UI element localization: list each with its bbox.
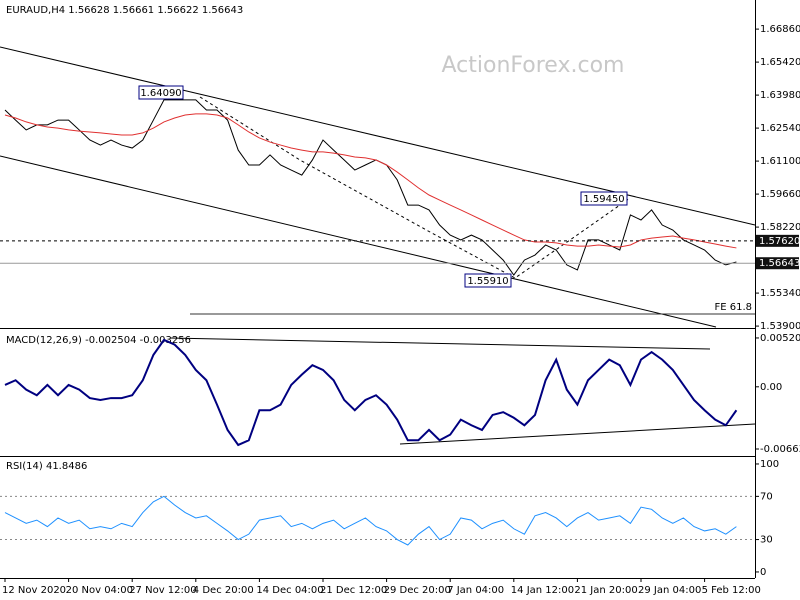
x-tick-label: 21 Jan 20:00 bbox=[574, 585, 637, 596]
x-tick-label: 20 Nov 04:00 bbox=[66, 585, 133, 596]
y-tick-label: 1.59660 bbox=[760, 189, 800, 200]
price-tag-label: 1.57620 bbox=[759, 236, 800, 247]
watermark: ActionForex.com bbox=[442, 53, 625, 78]
y-tick-label: 1.55340 bbox=[760, 288, 800, 299]
chart-title: RSI(14) 41.8486 bbox=[6, 461, 87, 472]
y-tick-label: -0.006631 bbox=[760, 444, 800, 455]
series-line bbox=[4, 338, 738, 447]
channel-top bbox=[0, 46, 756, 226]
y-tick-label: 1.63980 bbox=[760, 90, 800, 101]
y-tick-label: 1.61100 bbox=[760, 156, 800, 167]
y-tick-label: 1.66860 bbox=[760, 24, 800, 35]
wave-lines bbox=[199, 96, 631, 279]
y-tick-label: 1.65420 bbox=[760, 57, 800, 68]
chart-title: MACD(12,26,9) -0.002504 -0.003256 bbox=[6, 335, 191, 346]
y-tick-label: 30 bbox=[760, 535, 773, 546]
y-tick-label: 70 bbox=[760, 491, 773, 502]
annotations: 1.64090 1.59450 1.55910 FE 61.8 bbox=[138, 85, 752, 313]
series-line bbox=[4, 495, 737, 546]
price-tag bbox=[756, 257, 799, 270]
y-tick-label: 0.005208 bbox=[760, 333, 800, 344]
annotation-box bbox=[464, 273, 512, 288]
x-tick-label: 4 Dec 20:00 bbox=[193, 585, 254, 596]
y-tick-label: 1.58220 bbox=[760, 222, 800, 233]
x-tick-label: 27 Nov 12:00 bbox=[129, 585, 196, 596]
annotation: 1.59450 bbox=[583, 194, 624, 205]
price-tag-label: 1.56643 bbox=[759, 258, 800, 269]
frame bbox=[0, 0, 756, 579]
price-tag bbox=[756, 234, 799, 247]
x-tick-label: 14 Dec 04:00 bbox=[256, 585, 323, 596]
y-tick-label: 0 bbox=[760, 567, 766, 578]
x-tick-label: 29 Dec 20:00 bbox=[384, 585, 451, 596]
y-tick-label: 100 bbox=[760, 459, 779, 470]
x-tick-label: 21 Dec 12:00 bbox=[320, 585, 387, 596]
x-tick-label: 29 Jan 04:00 bbox=[638, 585, 701, 596]
annotation: 1.55910 bbox=[467, 276, 508, 287]
chart-title: EURAUD,H4 1.56628 1.56661 1.56622 1.5664… bbox=[6, 5, 243, 16]
x-tick-label: 14 Jan 12:00 bbox=[511, 585, 574, 596]
annotation: FE 61.8 bbox=[714, 302, 752, 313]
series-line bbox=[4, 113, 737, 249]
macd-top-line bbox=[169, 337, 711, 350]
x-tick-label: 12 Nov 2020 bbox=[2, 585, 66, 596]
annotation-box bbox=[138, 85, 184, 100]
annotation-box bbox=[580, 191, 628, 206]
x-tick-label: 7 Jan 04:00 bbox=[447, 585, 504, 596]
trend-lines bbox=[0, 46, 756, 445]
y-tick-label: 1.53900 bbox=[760, 321, 800, 332]
channel-bottom bbox=[0, 155, 717, 328]
macd-bottom-line bbox=[399, 423, 756, 445]
annotation: 1.64090 bbox=[140, 88, 181, 99]
y-tick-label: 1.62540 bbox=[760, 123, 800, 134]
y-tick-label: 0.00 bbox=[760, 382, 782, 393]
x-tick-label: 5 Feb 12:00 bbox=[702, 585, 761, 596]
series-line bbox=[4, 99, 737, 276]
